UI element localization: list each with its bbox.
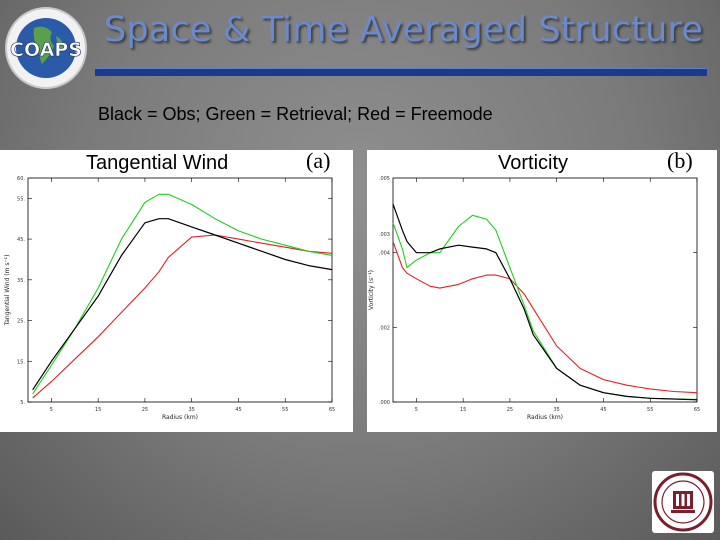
series-line-obs bbox=[32, 218, 333, 391]
panel-letter-b: (b) bbox=[667, 150, 693, 173]
y-tick-label: 5. bbox=[20, 400, 25, 406]
y-tick-label: 25. bbox=[17, 319, 25, 325]
y-tick-label: .004 bbox=[379, 251, 390, 257]
x-tick-label: 15 bbox=[460, 407, 466, 413]
coaps-logo: COAPS bbox=[5, 7, 87, 89]
y-tick-label: .000 bbox=[379, 400, 390, 406]
logo-text: COAPS bbox=[10, 39, 82, 61]
x-tick-label: 35 bbox=[554, 407, 560, 413]
panel-letter-a: (a) bbox=[306, 150, 331, 173]
tangential-wind-chart: 5 15 25 35 45 55 65 5. 15. 25. 35. 45. 55. 60. Radius … bbox=[4, 176, 335, 421]
x-tick-label: 15 bbox=[95, 407, 101, 413]
y-tick-label-extra: .005 bbox=[379, 176, 390, 182]
x-axis-label: Radius (km) bbox=[527, 414, 563, 421]
x-tick-label: 45 bbox=[600, 407, 606, 413]
series-line-freemode bbox=[392, 241, 698, 394]
x-tick-label: 45 bbox=[235, 407, 241, 413]
tangential-wind-panel: 5 15 25 35 45 55 65 5. 15. 25. 35. 45. 55. 60. Radius … bbox=[0, 150, 353, 432]
vorticity-panel: 5 15 25 35 45 55 65 .000 .002 .004 .005 .003 Radius … bbox=[367, 150, 717, 432]
series-line-freemode bbox=[32, 234, 333, 399]
x-tick-label: 25 bbox=[142, 407, 148, 413]
legend-caption: Black = Obs; Green = Retrieval; Red = Fr… bbox=[98, 104, 493, 124]
title-underline bbox=[95, 68, 707, 76]
y-tick-label: 55. bbox=[17, 196, 25, 202]
tangential-wind-title: Tangential Wind bbox=[86, 152, 229, 174]
x-tick-label: 5 bbox=[50, 407, 53, 413]
fsu-seal bbox=[652, 471, 714, 533]
y-axis-label: Vorticity (s⁻¹) bbox=[368, 270, 375, 310]
y-tick-label: 35. bbox=[17, 278, 25, 284]
series-line-obs bbox=[392, 203, 698, 401]
x-tick-label: 65 bbox=[694, 407, 700, 413]
plot-frame bbox=[27, 177, 333, 403]
plot-frame bbox=[392, 177, 698, 403]
x-axis-label: Radius (km) bbox=[162, 414, 198, 421]
x-tick-label: 5 bbox=[415, 407, 418, 413]
x-tick-label: 35 bbox=[189, 407, 195, 413]
x-tick-label: 65 bbox=[329, 407, 335, 413]
vorticity-chart: 5 15 25 35 45 55 65 .000 .002 .004 .005 .003 Radius … bbox=[368, 176, 700, 421]
series-line-retrieval bbox=[32, 193, 333, 395]
y-tick-label-extra: 60. bbox=[17, 176, 25, 182]
y-tick-label: 45. bbox=[17, 237, 25, 243]
x-tick-label: 25 bbox=[507, 407, 513, 413]
x-tick-label: 55 bbox=[647, 407, 653, 413]
y-axis-label: Tangential Wind (m s⁻¹) bbox=[4, 255, 11, 327]
y-tick-label: .002 bbox=[379, 325, 390, 331]
series-line-retrieval bbox=[392, 214, 698, 400]
x-tick-label: 55 bbox=[282, 407, 288, 413]
y-tick-label-extra: .003 bbox=[379, 232, 390, 238]
y-tick-label: 15. bbox=[17, 359, 25, 365]
slide-title: Space & Time Averaged Structure bbox=[104, 10, 704, 50]
vorticity-title: Vorticity bbox=[498, 152, 569, 174]
